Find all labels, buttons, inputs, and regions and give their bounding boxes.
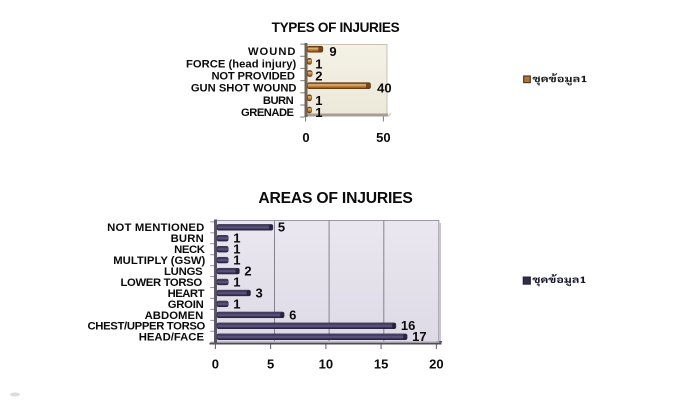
svg-text:1: 1: [233, 231, 240, 246]
svg-text:2: 2: [244, 264, 251, 279]
svg-text:ABDOMEN: ABDOMEN: [145, 310, 204, 322]
svg-text:GRENADE: GRENADE: [241, 107, 294, 119]
svg-text:LUNGS: LUNGS: [164, 266, 203, 278]
svg-text:GROIN: GROIN: [168, 299, 204, 311]
svg-text:0: 0: [212, 357, 219, 372]
svg-text:NECK: NECK: [174, 244, 206, 256]
svg-text:2: 2: [315, 69, 322, 84]
svg-text:LOWER TORSO: LOWER TORSO: [121, 277, 203, 289]
svg-text:0: 0: [302, 130, 309, 145]
svg-text:17: 17: [412, 329, 426, 344]
svg-text:1: 1: [233, 253, 240, 268]
svg-text:50: 50: [376, 130, 390, 145]
svg-text:WOUND: WOUND: [248, 46, 297, 58]
svg-text:TYPES OF INJURIES: TYPES OF INJURIES: [272, 20, 400, 35]
svg-text:1: 1: [315, 93, 322, 108]
svg-text:FORCE (head injury): FORCE (head injury): [186, 58, 297, 70]
svg-text:BURN: BURN: [263, 95, 294, 107]
svg-text:HEART: HEART: [168, 288, 205, 300]
svg-text:HEAD/FACE: HEAD/FACE: [139, 332, 205, 344]
svg-text:GUN SHOT WOUND: GUN SHOT WOUND: [191, 83, 297, 95]
svg-text:1: 1: [315, 56, 322, 71]
svg-text:40: 40: [377, 81, 391, 96]
svg-text:3: 3: [256, 285, 263, 300]
svg-text:1: 1: [233, 296, 240, 311]
svg-text:NOT MENTIONED: NOT MENTIONED: [107, 222, 204, 234]
svg-text:15: 15: [374, 357, 388, 372]
svg-text:MULTIPLY (GSW): MULTIPLY (GSW): [113, 255, 205, 267]
svg-text:1: 1: [315, 105, 322, 120]
svg-text:5: 5: [278, 220, 285, 235]
svg-text:1: 1: [233, 242, 240, 257]
svg-text:NOT PROVIDED: NOT PROVIDED: [211, 71, 294, 83]
svg-text:5: 5: [267, 357, 274, 372]
svg-text:10: 10: [319, 357, 333, 372]
svg-text:CHEST/UPPER TORSO: CHEST/UPPER TORSO: [88, 321, 206, 333]
svg-text:9: 9: [329, 44, 336, 59]
svg-text:6: 6: [289, 307, 296, 322]
svg-text:1: 1: [233, 274, 240, 289]
svg-text:AREAS OF INJURIES: AREAS OF INJURIES: [258, 190, 412, 207]
svg-text:BURN: BURN: [171, 233, 204, 245]
svg-text:20: 20: [429, 357, 443, 372]
svg-text:16: 16: [401, 318, 415, 333]
